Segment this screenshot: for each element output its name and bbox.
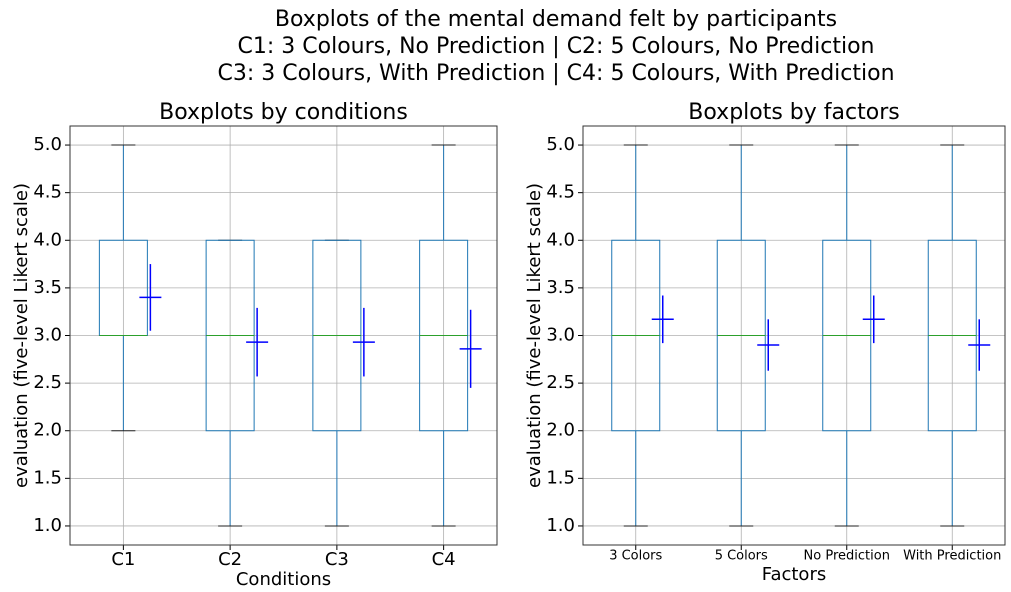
figure-title: Boxplots of the mental demand felt by pa… xyxy=(275,7,837,32)
y-axis-label: evaluation (five-level Likert scale) xyxy=(11,183,32,488)
x-tick-label: With Prediction xyxy=(903,549,1001,564)
y-tick-label: 3.5 xyxy=(33,277,62,298)
y-tick-label: 3.0 xyxy=(33,325,62,346)
plot-frame xyxy=(582,125,1006,546)
subplot-title: Boxplots by conditions xyxy=(159,100,408,125)
y-tick-label: 5.0 xyxy=(33,134,62,155)
y-tick-label: 2.0 xyxy=(33,420,62,441)
x-tick-label: 3 Colors xyxy=(609,549,662,564)
y-tick-label: 2.0 xyxy=(546,420,575,441)
y-tick-label: 3.0 xyxy=(546,325,575,346)
y-tick-label: 5.0 xyxy=(546,134,575,155)
y-tick-label: 1.5 xyxy=(546,467,575,488)
y-tick-label: 2.5 xyxy=(33,372,62,393)
subplot-title: Boxplots by factors xyxy=(688,100,899,125)
y-tick-label: 1.0 xyxy=(546,515,575,536)
figure-title: C1: 3 Colours, No Prediction | C2: 5 Col… xyxy=(238,34,875,59)
y-tick-label: 1.5 xyxy=(33,467,62,488)
figure-title: C3: 3 Colours, With Prediction | C4: 5 C… xyxy=(217,61,894,86)
x-tick-label: C3 xyxy=(325,549,349,570)
y-tick-label: 4.0 xyxy=(546,229,575,250)
x-tick-label: C4 xyxy=(432,549,456,570)
y-tick-label: 1.0 xyxy=(33,515,62,536)
y-tick-label: 3.5 xyxy=(546,277,575,298)
y-tick-label: 4.5 xyxy=(546,182,575,203)
x-tick-label: 5 Colors xyxy=(715,549,768,564)
y-tick-label: 4.0 xyxy=(33,229,62,250)
y-axis-label: evaluation (five-level Likert scale) xyxy=(524,183,545,488)
plot-frame xyxy=(69,125,498,546)
x-tick-label: C1 xyxy=(111,549,135,570)
x-tick-label: C2 xyxy=(218,549,242,570)
x-axis-label: Factors xyxy=(762,564,826,585)
x-axis-label: Conditions xyxy=(236,569,331,590)
x-tick-label: No Prediction xyxy=(804,549,890,564)
y-tick-label: 4.5 xyxy=(33,182,62,203)
y-tick-label: 2.5 xyxy=(546,372,575,393)
